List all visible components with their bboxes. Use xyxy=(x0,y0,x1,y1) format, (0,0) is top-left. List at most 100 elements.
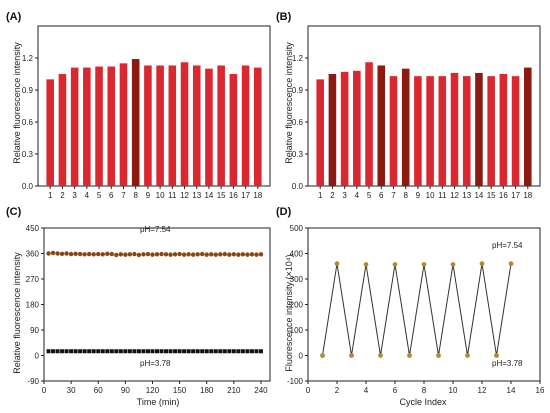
panel-c-data-point xyxy=(163,252,169,257)
panel-a-x-tick-label: 12 xyxy=(180,191,189,200)
panel-c-data-point xyxy=(96,349,101,354)
panel-c-x-tick-label: 210 xyxy=(227,386,241,395)
panel-a-bar xyxy=(144,65,152,186)
panel-c-data-point xyxy=(46,251,51,256)
panel-d-data-point xyxy=(363,262,369,267)
panel-c-data-point xyxy=(105,349,110,354)
panel-a-bar xyxy=(168,65,177,186)
panel-c-x-tick-label: 150 xyxy=(173,386,187,395)
panel-b-bar xyxy=(462,76,471,186)
panel-c-x-tick-label: 30 xyxy=(67,386,76,395)
panel-d-data-point xyxy=(407,353,412,358)
panel-a-y-tick-label: 0.6 xyxy=(22,118,34,127)
panel-c-data-point xyxy=(141,349,146,354)
panel-c-data-point xyxy=(222,251,227,257)
panel-d-x-tick-label: 2 xyxy=(335,386,340,395)
panel-c-data-point xyxy=(91,349,96,354)
panel-a-x-tick-label: 16 xyxy=(229,191,238,200)
panel-c-data-point xyxy=(195,349,200,354)
panel-c-data-point xyxy=(59,251,65,256)
panel-label-c: (C) xyxy=(6,206,22,218)
panel-d-x-tick-label: 4 xyxy=(364,386,369,395)
panel-c-data-point xyxy=(100,252,105,257)
panel-c-data-point xyxy=(173,349,178,354)
panel-b-x-tick-label: 18 xyxy=(523,191,532,200)
panel-c-data-point xyxy=(150,252,155,257)
panel-b-bar xyxy=(340,71,349,186)
panel-c-data-point xyxy=(227,349,232,354)
panel-c-data-point xyxy=(118,252,124,257)
annotation-c-high: pH=7.54 xyxy=(140,225,171,234)
panel-c-data-point xyxy=(150,349,155,354)
panel-c-y-tick-label: 90 xyxy=(30,326,39,335)
panel-a-bar xyxy=(254,67,262,186)
panel-c-data-point xyxy=(127,349,132,354)
panel-a-bar xyxy=(192,65,201,186)
panel-c-x-tick-label: 240 xyxy=(254,386,268,395)
panel-a-bar xyxy=(58,74,67,186)
panel-a-x-tick-label: 9 xyxy=(146,191,151,200)
panel-a-bar xyxy=(70,67,79,186)
panel-c-data-point xyxy=(123,252,128,257)
panel-c-data-point xyxy=(218,349,223,354)
panel-b-x-tick-label: 14 xyxy=(474,191,483,200)
panel-c-data-point xyxy=(123,349,128,354)
panel-c-data-point xyxy=(51,349,56,354)
panel-c-data-point xyxy=(132,251,137,257)
panel-c-data-point xyxy=(182,349,187,354)
panel-c-data-point xyxy=(177,349,182,354)
panel-b-bar xyxy=(450,72,459,186)
panel-c-data-point xyxy=(68,251,74,257)
panel-b-y-tick-label: 0.3 xyxy=(292,150,304,159)
panel-a-x-tick-label: 13 xyxy=(192,191,201,200)
panel-a-x-tick-label: 2 xyxy=(60,191,65,200)
panel-label-b: (B) xyxy=(276,11,292,23)
panel-c-data-point xyxy=(109,349,114,354)
panel-b-bar xyxy=(475,72,483,186)
panel-b-y-tick-label: 1.2 xyxy=(292,54,304,63)
panel-a-axes-frame xyxy=(37,25,271,187)
panel-c-data-point xyxy=(204,252,209,257)
panel-d-x-tick-label: 12 xyxy=(478,386,487,395)
panel-b-bar xyxy=(487,76,495,186)
panel-c-data-point xyxy=(249,252,255,257)
panel-a-bar xyxy=(205,68,213,186)
panel-a-y-tick-label: 1.2 xyxy=(22,54,34,63)
panel-c-data-point xyxy=(218,252,223,257)
panel-c-data-point xyxy=(82,349,87,354)
panel-c-y-tick-label: 0 xyxy=(35,352,40,361)
panel-c-data-point xyxy=(105,251,110,256)
panel-d-data-point xyxy=(349,353,354,358)
panel-a-bar xyxy=(156,65,164,186)
panel-c-data-point xyxy=(78,349,83,354)
panel-d-x-tick-label: 14 xyxy=(507,386,516,395)
panel-d-data-point xyxy=(436,353,441,358)
panel-b-y-tick-label: 0.9 xyxy=(292,86,304,95)
panel-b-bar xyxy=(499,74,508,186)
panel-c-y-tick-label: 270 xyxy=(26,275,40,284)
panel-d-data-point xyxy=(450,262,456,267)
panel-c-y-tick-label: -90 xyxy=(27,377,39,386)
panel-c-data-point xyxy=(73,349,78,354)
panel-c-data-point xyxy=(159,349,164,354)
plot-layer: 0.00.30.60.91.21 2 3 4 5 6 7 8 9 10 11 12 13 14 15 16 17… xyxy=(22,25,545,395)
panel-c-data-point xyxy=(213,349,218,354)
panel-a-bar xyxy=(217,65,225,186)
panel-c-data-point xyxy=(77,251,83,257)
panel-c-data-point xyxy=(46,349,51,354)
panel-c-data-point xyxy=(231,349,236,354)
panel-b-x-tick-label: 15 xyxy=(487,191,496,200)
panel-c-data-point xyxy=(168,252,173,257)
panel-b-x-tick-label: 13 xyxy=(462,191,471,200)
panel-b-bar xyxy=(328,74,337,186)
panel-c-data-point xyxy=(73,251,78,256)
panel-a-x-tick-label: 4 xyxy=(85,191,90,200)
panel-a-x-tick-label: 5 xyxy=(97,191,102,200)
panel-b-x-tick-label: 4 xyxy=(355,191,360,200)
panel-b-x-tick-label: 3 xyxy=(342,191,347,200)
panel-d-y-tick-label: 200 xyxy=(290,301,304,310)
panel-d-y-tick-label: 0 xyxy=(299,352,304,361)
panel-c-data-point xyxy=(200,349,205,354)
panel-a-x-tick-label: 7 xyxy=(121,191,126,200)
panel-a-x-tick-label: 3 xyxy=(72,191,77,200)
